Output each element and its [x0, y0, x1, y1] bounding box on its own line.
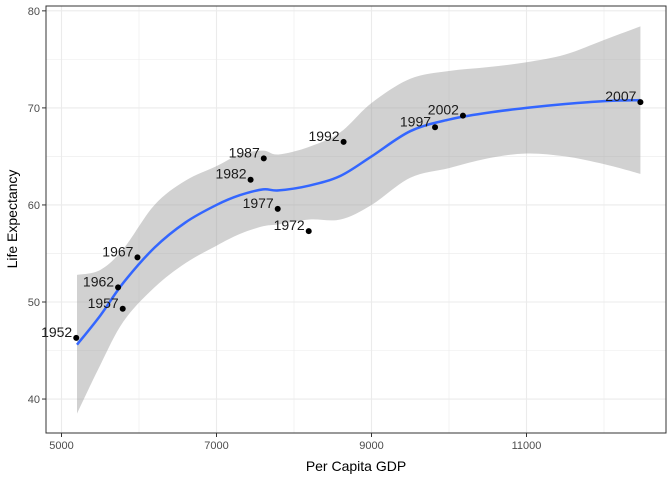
data-point-1987	[260, 155, 267, 162]
point-label-1992: 1992	[308, 128, 339, 144]
x-tick-label: 9000	[359, 440, 383, 452]
data-point-2007	[637, 99, 644, 106]
point-label-1962: 1962	[83, 273, 114, 289]
smooth-trend-line	[76, 98, 641, 346]
x-tick-label: 7000	[204, 440, 228, 452]
y-axis-ticks: 40 50 60 70 80	[28, 6, 46, 406]
point-label-1957: 1957	[88, 295, 119, 311]
data-point-1972	[305, 228, 312, 235]
point-label-1972: 1972	[274, 217, 305, 233]
point-label-1967: 1967	[102, 243, 133, 259]
data-point-1957	[119, 305, 126, 312]
data-point-2002	[459, 112, 466, 119]
y-tick-label: 70	[28, 103, 40, 115]
confidence-band	[77, 26, 641, 414]
data-point-1992	[340, 138, 347, 145]
x-axis-ticks: 5000 7000 9000 11000	[49, 433, 541, 452]
data-point-1982	[247, 176, 254, 183]
major-grid	[46, 6, 666, 433]
x-tick-label: 5000	[49, 440, 73, 452]
point-label-1982: 1982	[215, 166, 246, 182]
x-tick-label: 11000	[512, 440, 542, 452]
y-tick-label: 50	[28, 297, 40, 309]
x-axis-title: Per Capita GDP	[306, 458, 406, 474]
point-label-2007: 2007	[605, 88, 636, 104]
data-point-1962	[115, 284, 122, 291]
point-label-1997: 1997	[400, 113, 431, 129]
y-tick-label: 60	[28, 200, 40, 212]
y-tick-label: 40	[28, 394, 40, 406]
point-label-1977: 1977	[243, 195, 274, 211]
panel-border	[45, 5, 667, 434]
point-label-1987: 1987	[229, 144, 260, 160]
data-point-1997	[432, 124, 439, 131]
y-axis-title: Life Expectancy	[4, 170, 20, 269]
data-points	[73, 99, 644, 341]
y-tick-label: 80	[28, 6, 40, 18]
point-label-1952: 1952	[41, 324, 72, 340]
point-label-2002: 2002	[428, 102, 459, 118]
data-point-1977	[274, 205, 281, 212]
data-point-1952	[73, 334, 80, 341]
data-point-1967	[134, 254, 141, 261]
